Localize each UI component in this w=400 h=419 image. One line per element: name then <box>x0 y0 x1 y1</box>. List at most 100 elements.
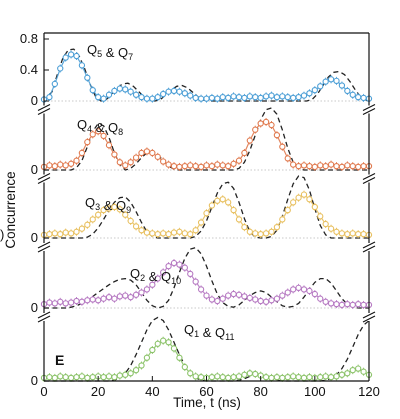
label-text: & <box>199 325 215 340</box>
axis-break-mark <box>37 173 51 180</box>
data-point <box>165 339 172 346</box>
panel-label: Q3 & Q9 <box>85 195 131 215</box>
label-text: & <box>92 120 108 135</box>
data-point <box>100 132 107 140</box>
x-tick-label: 120 <box>358 384 380 399</box>
data-point <box>197 219 205 226</box>
data-point <box>154 340 161 347</box>
data-point <box>154 275 161 282</box>
data-point <box>290 199 297 206</box>
data-point <box>111 203 118 211</box>
data-point <box>100 373 107 381</box>
data-point <box>344 300 351 308</box>
data-point <box>203 210 210 217</box>
data-point <box>214 95 221 102</box>
data-point <box>295 93 302 101</box>
data-point <box>317 162 324 169</box>
label-text: Q <box>215 325 225 340</box>
data-point <box>160 269 167 276</box>
data-point <box>235 216 243 223</box>
theory-line <box>44 175 369 239</box>
data-point <box>279 93 286 100</box>
data-point <box>51 162 58 170</box>
data-point <box>279 374 286 382</box>
data-point <box>100 206 107 214</box>
data-point <box>84 74 91 81</box>
data-point <box>111 295 118 302</box>
data-point <box>219 196 226 203</box>
x-tick-label: 80 <box>253 384 267 399</box>
axis-break-gap <box>365 105 373 114</box>
data-point <box>132 154 140 161</box>
data-point <box>208 296 216 303</box>
panel-2: Q4 & Q8 <box>40 107 373 171</box>
data-point <box>252 370 259 378</box>
data-point <box>268 92 275 99</box>
axis-break-mark <box>362 173 376 180</box>
data-point <box>105 293 113 301</box>
data-point <box>143 229 151 236</box>
data-point <box>214 161 221 168</box>
data-point <box>160 230 167 237</box>
label-text: Q <box>184 322 194 337</box>
data-point <box>338 163 346 171</box>
data-point <box>51 230 58 237</box>
y-axis-title: Concurrence <box>3 171 18 248</box>
data-point <box>57 161 64 168</box>
data-point <box>306 162 313 170</box>
y-tick-label: 0.8 <box>20 31 38 46</box>
data-point <box>111 87 118 95</box>
data-point <box>208 162 216 170</box>
data-point <box>338 230 346 237</box>
data-point <box>311 290 318 298</box>
data-point <box>111 151 118 158</box>
axis-break-mark <box>362 245 376 253</box>
data-point <box>311 203 318 211</box>
data-point <box>138 93 145 101</box>
data-point <box>127 159 134 166</box>
data-point <box>241 94 248 102</box>
data-point <box>192 373 199 380</box>
data-point <box>300 162 308 169</box>
data-point <box>187 230 194 238</box>
data-point <box>197 286 205 293</box>
data-point <box>116 293 123 300</box>
data-point <box>311 87 318 94</box>
data-point <box>333 77 340 84</box>
data-point <box>225 199 232 206</box>
data-point <box>268 228 275 235</box>
data-point <box>262 298 270 305</box>
panel-letter: E <box>55 352 64 368</box>
label-subscript: 11 <box>225 332 234 342</box>
axis-break-mark <box>362 315 376 323</box>
data-point <box>132 366 140 374</box>
data-point <box>197 373 205 381</box>
label-subscript: 10 <box>171 276 181 286</box>
data-point <box>105 91 113 98</box>
data-point <box>295 162 302 170</box>
data-point <box>284 289 291 296</box>
data-point <box>143 286 151 293</box>
x-axis-title: Time, t (ns) <box>173 395 241 410</box>
data-point <box>122 211 129 218</box>
data-point <box>268 121 275 129</box>
label-subscript: 3 <box>95 202 100 212</box>
data-point <box>89 87 96 94</box>
data-point <box>284 373 291 381</box>
data-point <box>349 91 356 98</box>
data-point <box>360 368 367 375</box>
data-point <box>241 371 248 378</box>
data-point <box>160 337 167 344</box>
data-point <box>78 149 86 157</box>
data-point <box>67 51 75 58</box>
data-point <box>105 205 113 212</box>
data-point <box>214 297 221 305</box>
label-text: & <box>102 45 118 60</box>
data-point <box>149 346 156 354</box>
data-point <box>333 162 340 170</box>
data-point <box>225 94 232 102</box>
axis-break-mark <box>362 241 376 249</box>
data-point <box>246 228 253 235</box>
axis-break-gap <box>365 313 373 321</box>
